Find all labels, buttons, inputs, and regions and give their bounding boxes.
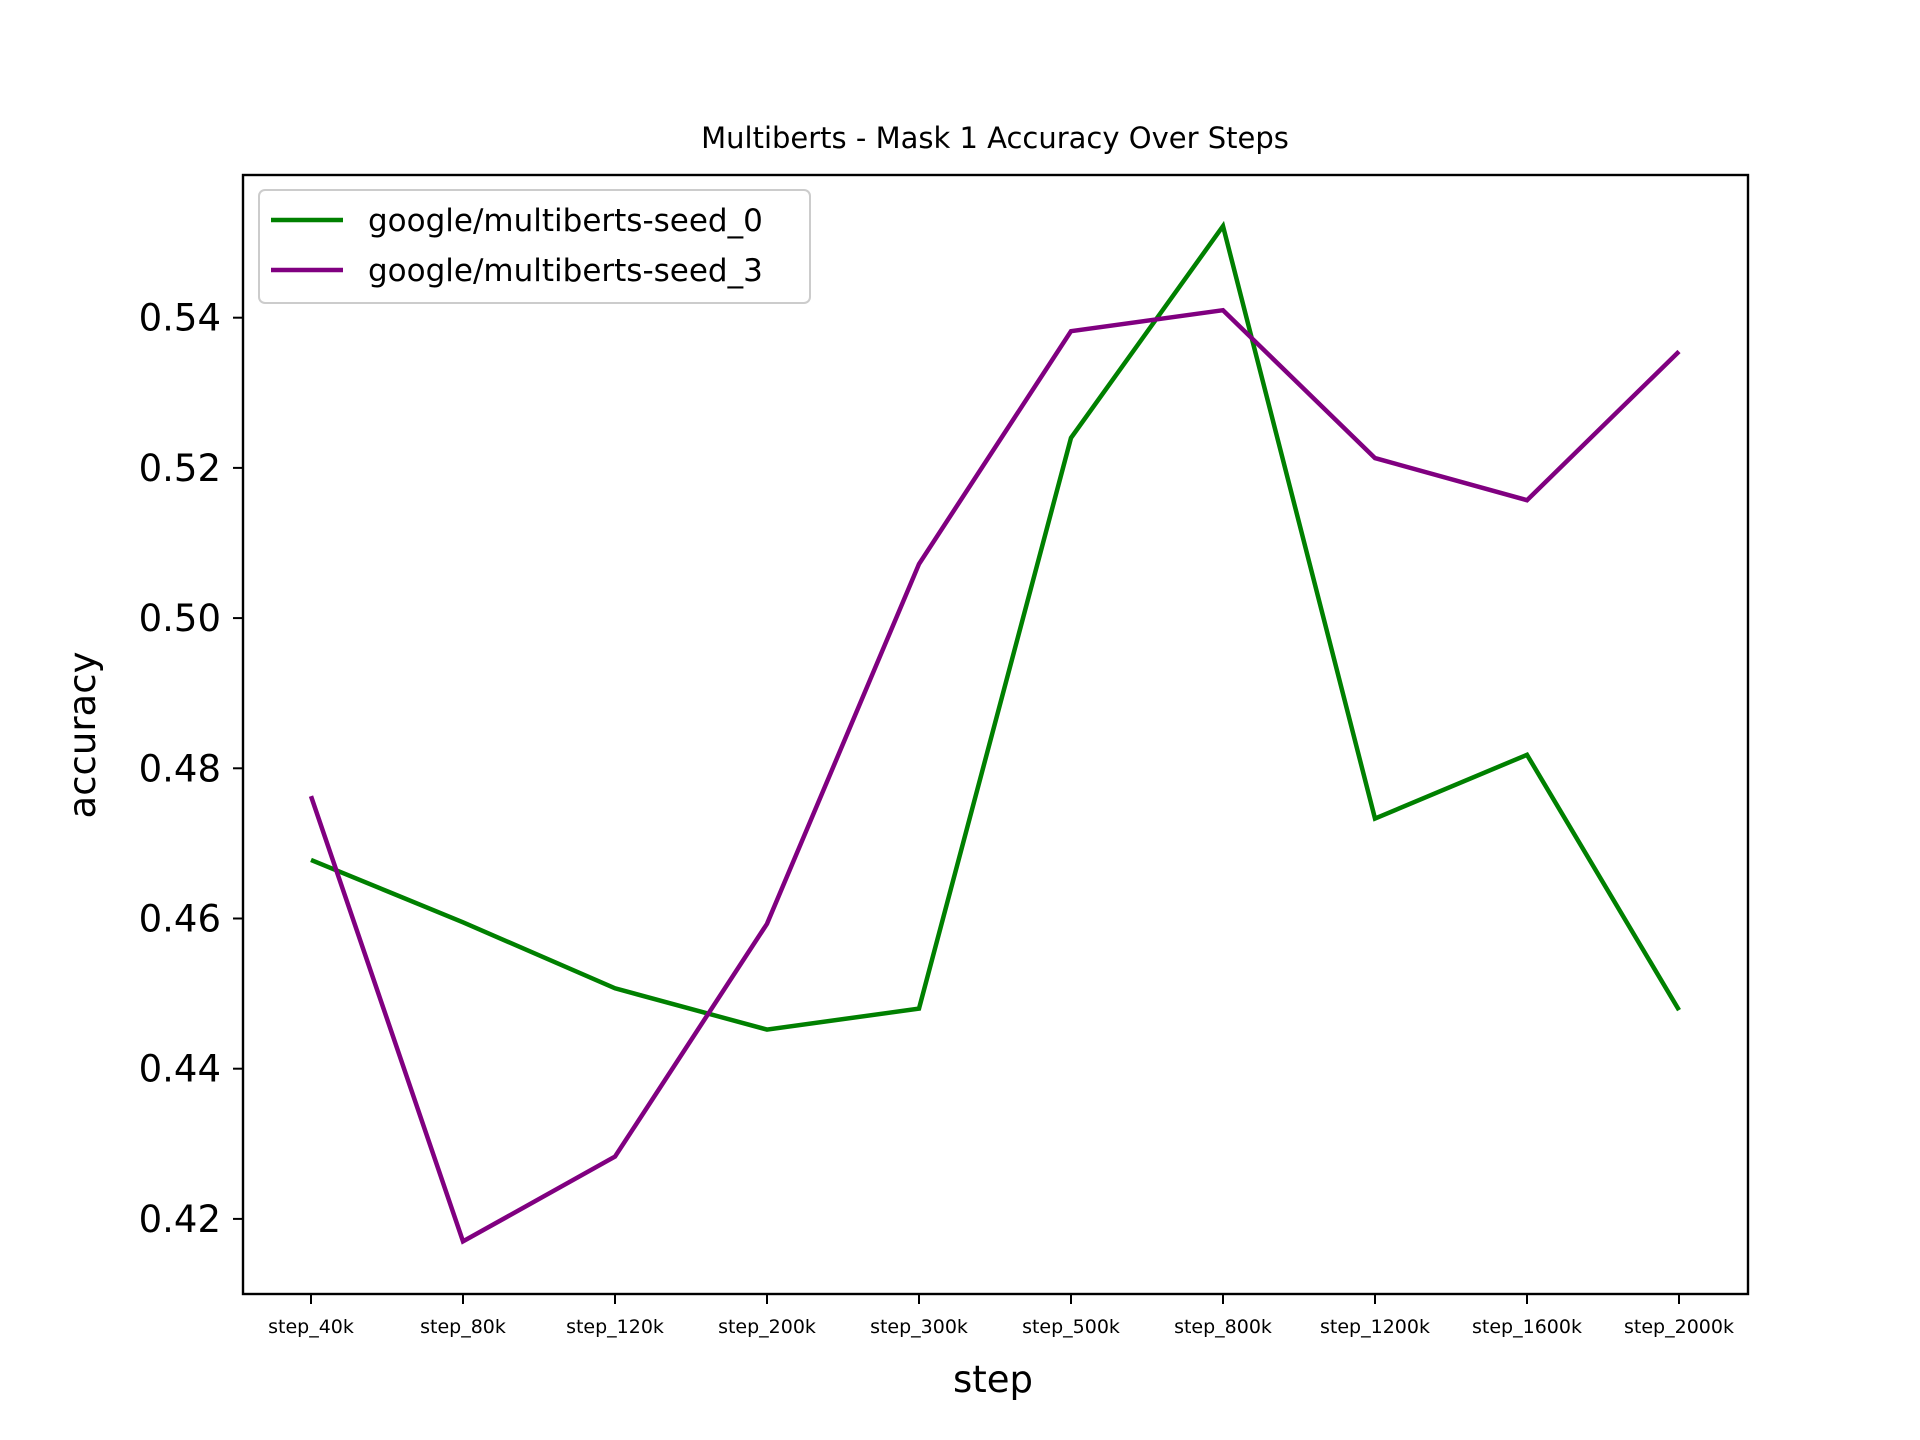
x-tick-label: step_800k — [1174, 1316, 1272, 1338]
series-layer — [308, 220, 1681, 1245]
y-tick-label: 0.46 — [139, 897, 221, 940]
y-tick-label: 0.44 — [139, 1048, 221, 1091]
x-tick-label: step_1600k — [1472, 1316, 1582, 1338]
x-tick-label: step_80k — [420, 1316, 506, 1338]
series-line-0 — [310, 220, 1681, 1032]
x-tick-label: step_2000k — [1624, 1316, 1734, 1338]
x-axis: step_40k step_80k step_120k step_200k step_3… — [268, 1294, 1734, 1338]
y-tick-label: 0.50 — [139, 597, 221, 640]
y-axis: 0.42 0.44 0.46 0.48 0.50 0.52 0.54 — [139, 297, 243, 1241]
x-tick-label: step_1200k — [1320, 1316, 1430, 1338]
y-tick-label: 0.52 — [139, 447, 221, 490]
y-tick-label: 0.42 — [139, 1198, 221, 1241]
y-axis-label: accuracy — [61, 652, 104, 819]
x-tick-label: step_200k — [718, 1316, 816, 1338]
x-axis-label: step — [953, 1358, 1033, 1401]
y-tick-label: 0.48 — [139, 747, 221, 790]
legend-label: google/multiberts-seed_0 — [368, 203, 763, 239]
y-tick-label: 0.54 — [139, 297, 221, 340]
legend-label: google/multiberts-seed_3 — [368, 253, 763, 289]
plot-area-frame — [241, 173, 1750, 1296]
x-tick-label: step_120k — [566, 1316, 664, 1338]
legend: google/multiberts-seed_0 google/multibert… — [258, 189, 811, 304]
chart-title: Multiberts - Mask 1 Accuracy Over Steps — [701, 121, 1289, 155]
series-line-1 — [308, 307, 1681, 1245]
legend-box — [258, 189, 811, 304]
x-tick-label: step_40k — [268, 1316, 354, 1338]
x-tick-label: step_500k — [1022, 1316, 1120, 1338]
x-tick-label: step_300k — [870, 1316, 968, 1338]
